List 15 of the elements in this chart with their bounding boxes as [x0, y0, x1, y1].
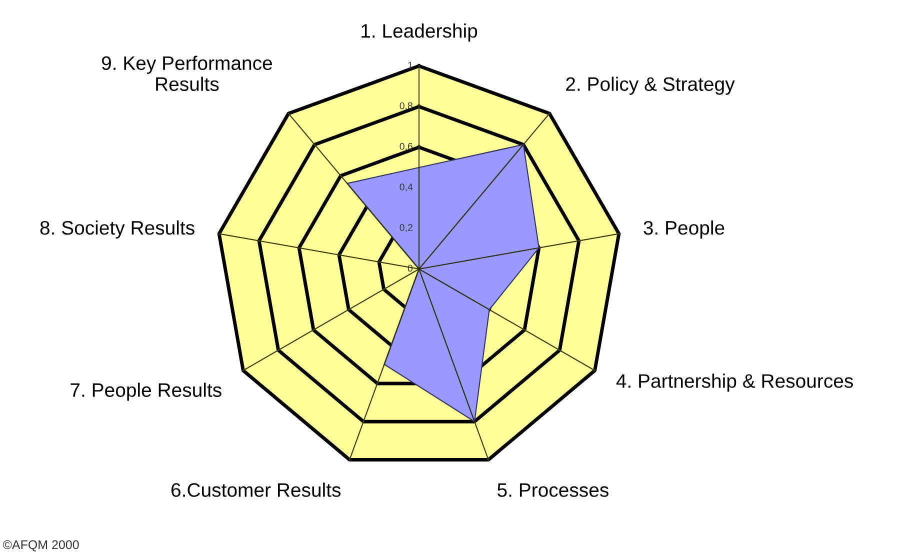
spoke-label: 2. Policy & Strategy: [566, 76, 735, 95]
spoke-label: 7. People Results: [70, 382, 222, 401]
y-tick-label: 1: [408, 62, 412, 69]
spoke-label: 6.Customer Results: [171, 482, 341, 497]
spoke-label: 3. People: [644, 220, 724, 239]
y-tick-label: 0,4: [400, 184, 413, 192]
y-tick-label: 0,6: [400, 142, 412, 151]
spoke-label: 5. Processes: [498, 483, 608, 497]
y-tick-label: 0,2: [400, 224, 412, 232]
spoke-label: 9. Key Performance Results: [102, 56, 272, 91]
spoke-label: 8. Society Results: [40, 220, 194, 239]
spoke-label: 1. Leadership: [362, 24, 478, 42]
text: ©AFQM 2000: [2, 540, 79, 552]
y-tick-label: 0,8: [400, 102, 412, 110]
spoke-label: 4. Partnership & Resources: [616, 374, 853, 392]
